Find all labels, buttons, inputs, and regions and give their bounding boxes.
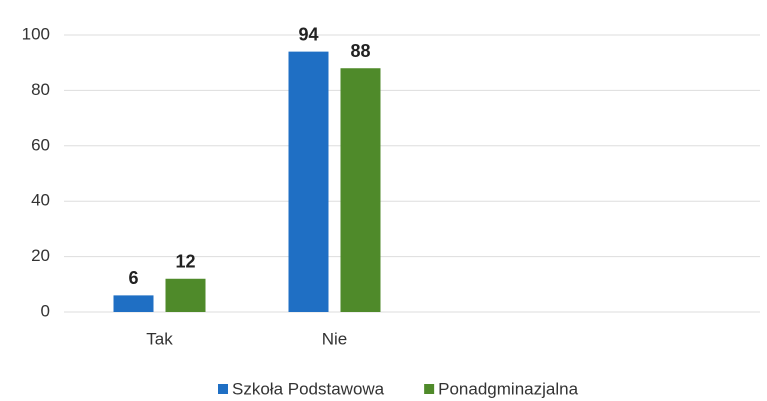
y-tick-label: 80 bbox=[31, 80, 50, 99]
legend-swatch bbox=[424, 384, 435, 394]
value-label: 94 bbox=[298, 24, 318, 44]
x-tick-label: Nie bbox=[322, 329, 348, 348]
bar bbox=[340, 68, 381, 313]
y-tick-label: 40 bbox=[31, 191, 50, 210]
x-tick-label: Tak bbox=[146, 329, 173, 348]
legend-label: Ponadgminazjalna bbox=[438, 379, 578, 398]
legend-label: Szkoła Podstawowa bbox=[232, 379, 385, 398]
bar bbox=[113, 295, 154, 312]
value-label: 12 bbox=[175, 252, 195, 272]
value-label: 6 bbox=[128, 268, 138, 288]
bar bbox=[288, 51, 329, 313]
bar bbox=[165, 278, 206, 312]
y-tick-label: 60 bbox=[31, 135, 50, 154]
y-tick-label: 20 bbox=[31, 246, 50, 265]
y-tick-label: 100 bbox=[22, 24, 50, 43]
y-tick-label: 0 bbox=[41, 301, 50, 320]
value-label: 88 bbox=[350, 41, 370, 61]
legend-swatch bbox=[218, 384, 228, 394]
